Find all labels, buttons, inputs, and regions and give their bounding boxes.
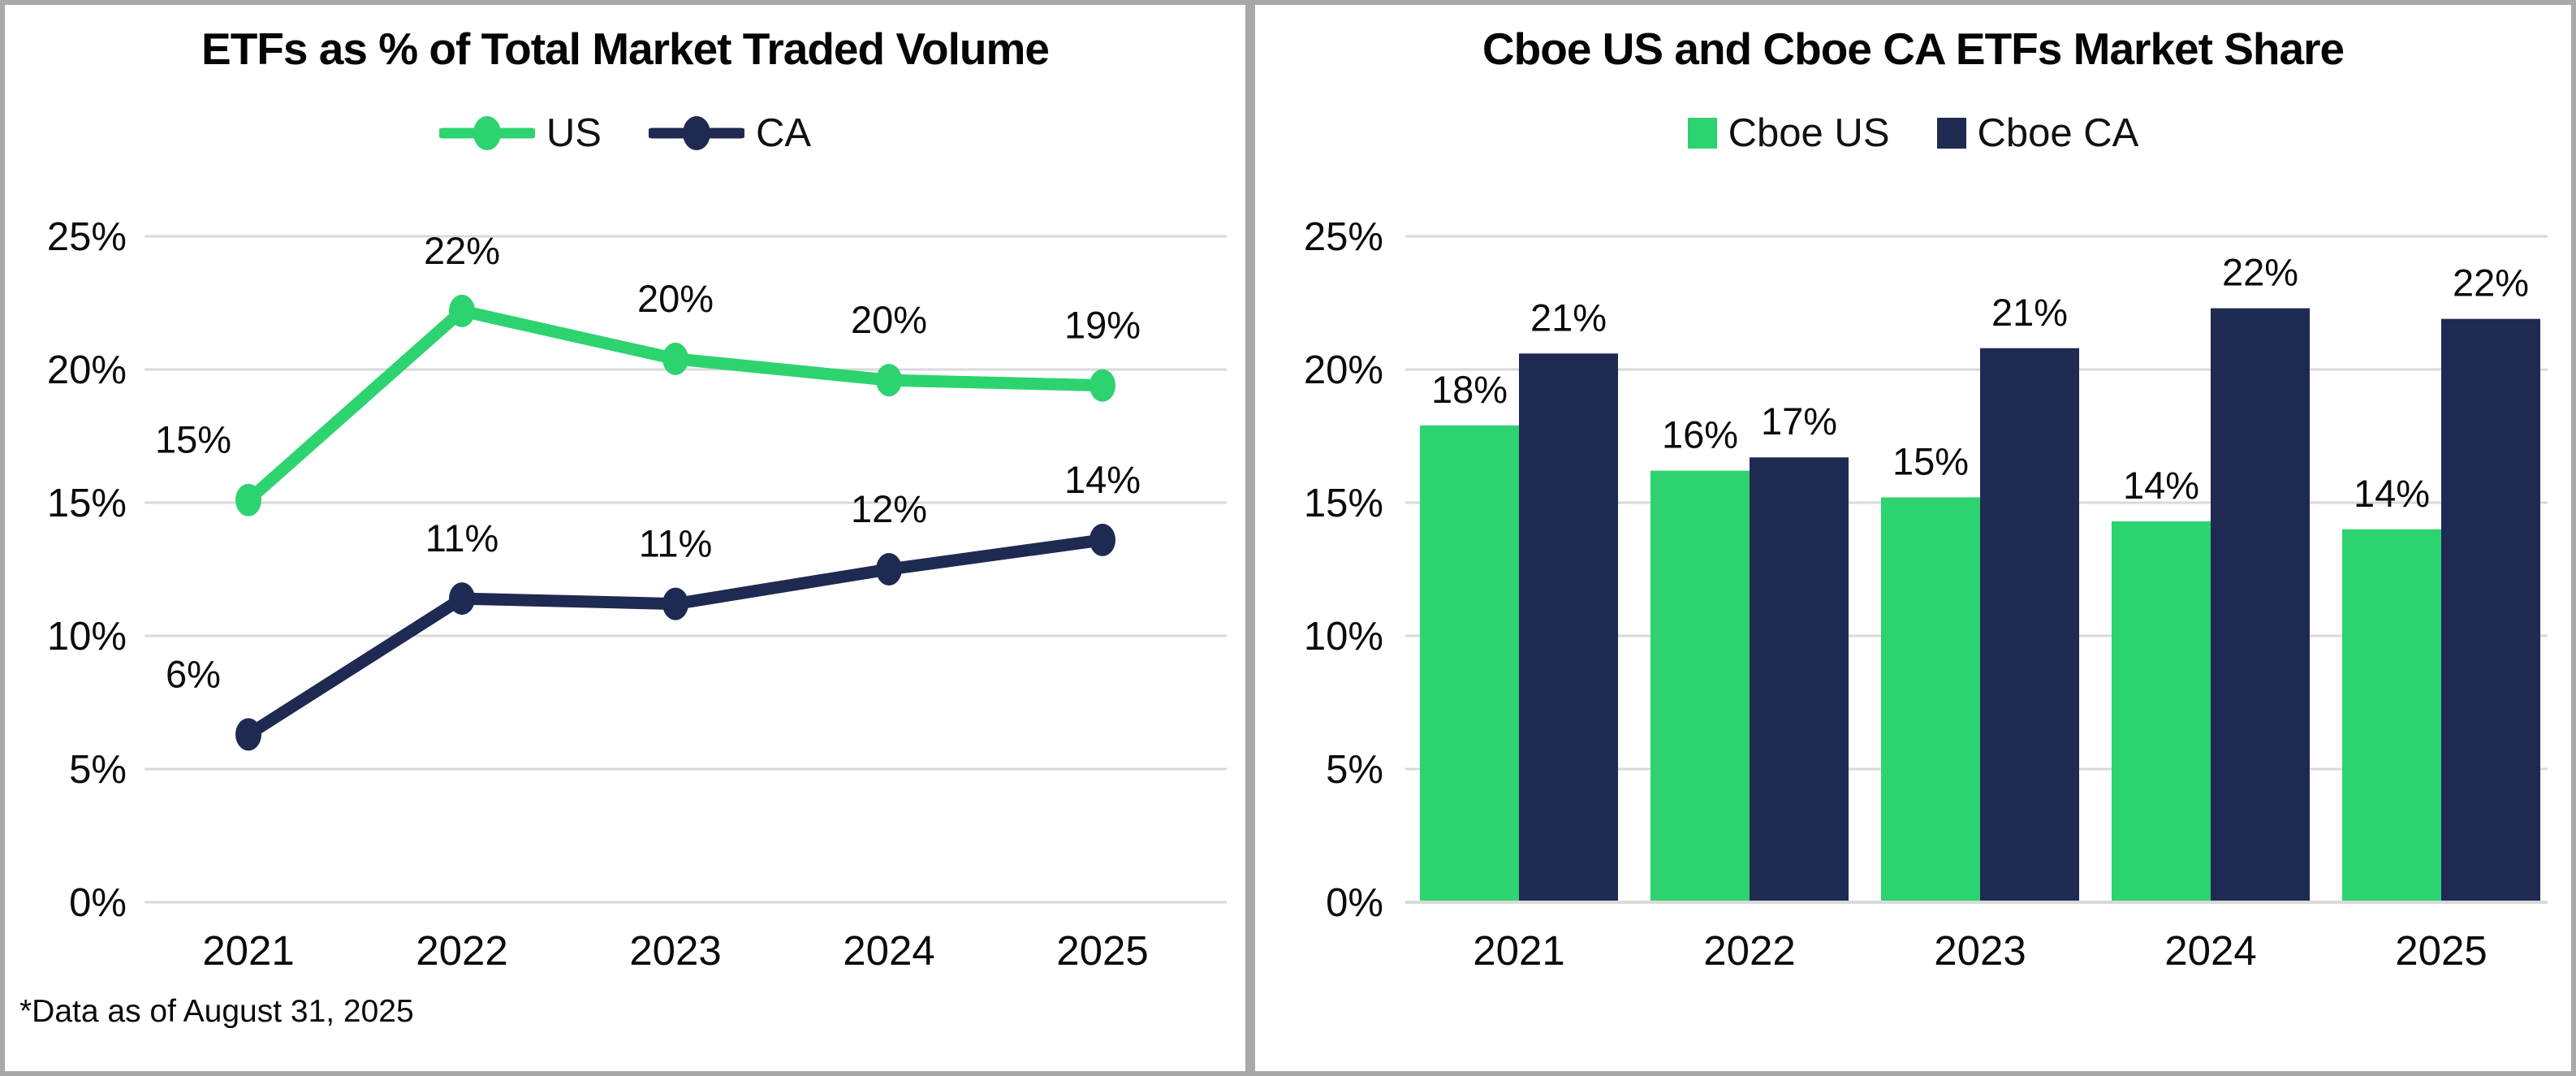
- bar-value-label: 14%: [2354, 472, 2430, 515]
- data-point-label: 20%: [637, 277, 714, 320]
- data-point-label: 20%: [851, 298, 927, 341]
- bar-cboe-us: [1420, 425, 1519, 902]
- bar-value-label: 15%: [1892, 439, 1969, 482]
- bar-chart-title: Cboe US and Cboe CA ETFs Market Share: [1482, 24, 2345, 74]
- series-line-ca: [242, 534, 1109, 741]
- bar-cboe-us: [1881, 497, 1980, 902]
- legend-item-cboe-ca: Cboe CA: [1936, 110, 2139, 156]
- data-point-label: 6%: [166, 652, 221, 695]
- data-point-label: 11%: [639, 522, 713, 565]
- x-category-label: 2021: [1473, 927, 1564, 974]
- data-point-label: 15%: [155, 418, 231, 461]
- bar-value-label: 21%: [1530, 296, 1607, 339]
- data-point-marker: [449, 582, 475, 616]
- line-chart-panel: ETFs as % of Total Market Traded Volume …: [0, 0, 1250, 1076]
- data-point-label: 12%: [851, 487, 927, 530]
- x-category-label: 2023: [1934, 927, 2026, 974]
- line-chart-legend: US CA: [5, 110, 1245, 156]
- data-point-marker: [235, 718, 261, 751]
- data-point-label: 22%: [424, 229, 500, 272]
- bar-value-label: 16%: [1662, 413, 1738, 456]
- bar-value-label: 18%: [1431, 368, 1508, 411]
- y-tick-label: 15%: [1304, 482, 1383, 525]
- data-point-marker: [1090, 523, 1115, 556]
- bar-cboe-ca: [2211, 308, 2310, 902]
- bar-value-label: 22%: [2222, 251, 2298, 294]
- data-point-marker: [235, 483, 261, 516]
- footnote: *Data as of August 31, 2025: [19, 994, 414, 1029]
- bar-chart: 0% 5% 10% 15% 20% 25% 2021 2022 2023 2024 2025 18% 1…: [1304, 215, 2548, 974]
- us-line-marker-icon: [438, 116, 535, 150]
- bar-cboe-ca: [1519, 353, 1618, 902]
- data-point-marker: [876, 553, 902, 586]
- data-point-marker: [662, 587, 688, 620]
- legend-label-cboe-ca: Cboe CA: [1977, 111, 2139, 155]
- y-tick-label: 5%: [1326, 748, 1383, 792]
- bar-cboe-us: [2342, 529, 2441, 902]
- legend-label-ca: CA: [756, 111, 812, 155]
- bar-chart-legend: Cboe US Cboe CA: [1255, 110, 2571, 156]
- x-category-label: 2024: [843, 927, 934, 974]
- x-category-label: 2025: [1056, 927, 1148, 974]
- x-category-label: 2025: [2395, 927, 2487, 974]
- series-line-us: [242, 305, 1109, 507]
- y-tick-label: 25%: [47, 215, 127, 259]
- data-point-marker: [449, 294, 475, 327]
- y-tick-label: 20%: [1304, 348, 1383, 392]
- bar-cboe-ca: [2441, 318, 2540, 902]
- bar-value-label: 21%: [1991, 291, 2068, 334]
- data-point-marker: [1090, 369, 1115, 402]
- line-chart-title: ETFs as % of Total Market Traded Volume: [201, 24, 1050, 74]
- bar-cboe-ca: [1750, 457, 1849, 902]
- y-tick-label: 20%: [47, 348, 127, 392]
- y-tick-label: 25%: [1304, 215, 1383, 259]
- cboe-ca-swatch-icon: [1936, 118, 1966, 149]
- x-category-label: 2022: [1703, 927, 1795, 974]
- legend-label-cboe-us: Cboe US: [1728, 111, 1890, 155]
- y-tick-label: 5%: [69, 748, 127, 792]
- legend-item-cboe-us: Cboe US: [1687, 110, 1890, 156]
- bar-value-label: 22%: [2453, 261, 2529, 305]
- data-point-marker: [876, 364, 902, 397]
- legend-item-ca: CA: [649, 110, 811, 156]
- bar-cboe-us: [2112, 521, 2211, 902]
- data-point-label: 19%: [1064, 304, 1141, 347]
- y-tick-label: 0%: [1326, 881, 1383, 925]
- data-point-label: 11%: [425, 516, 499, 560]
- legend-item-us: US: [438, 110, 602, 156]
- x-category-label: 2024: [2164, 927, 2256, 974]
- data-point-marker: [662, 342, 688, 375]
- x-category-label: 2022: [416, 927, 507, 974]
- legend-label-us: US: [546, 111, 602, 155]
- data-point-label: 14%: [1064, 458, 1141, 501]
- bar-value-label: 14%: [2123, 464, 2199, 507]
- y-tick-label: 10%: [47, 615, 127, 659]
- bar-cboe-us: [1650, 470, 1750, 902]
- ca-line-marker-icon: [649, 116, 744, 150]
- line-chart: 0% 5% 10% 15% 20% 25% 2021 2022 2023 2024 2025 15% 2…: [47, 215, 1227, 974]
- y-tick-label: 10%: [1304, 615, 1383, 659]
- x-category-label: 2021: [202, 927, 294, 974]
- y-tick-label: 15%: [47, 482, 127, 525]
- x-category-label: 2023: [629, 927, 721, 974]
- bar-chart-panel: Cboe US and Cboe CA ETFs Market Share Cb…: [1250, 0, 2576, 1076]
- cboe-us-swatch-icon: [1687, 118, 1717, 149]
- y-tick-label: 0%: [69, 881, 127, 925]
- bar-cboe-ca: [1980, 348, 2079, 902]
- bar-value-label: 17%: [1761, 400, 1837, 443]
